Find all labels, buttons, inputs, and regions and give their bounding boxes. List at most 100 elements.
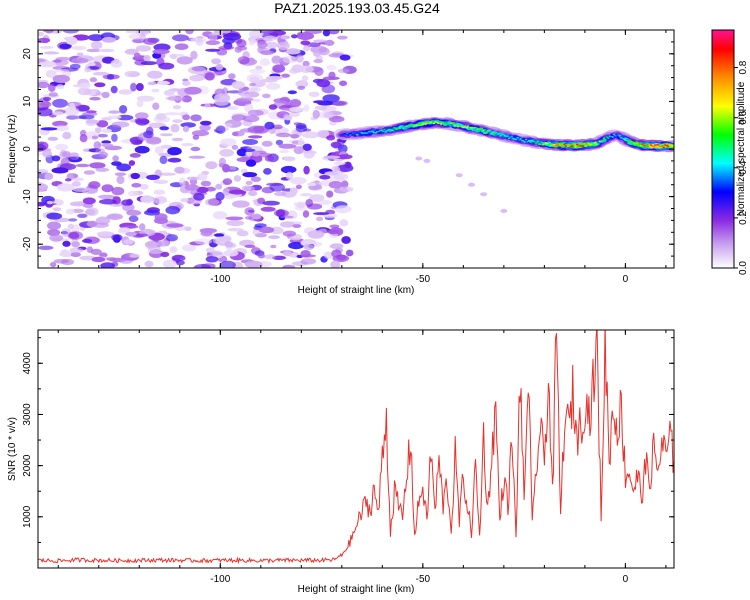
noise-blob	[336, 254, 347, 261]
noise-blob	[169, 246, 178, 254]
noise-blob	[176, 56, 193, 65]
noise-blob	[99, 198, 117, 205]
noise-blob	[68, 218, 78, 222]
noise-blob	[264, 155, 274, 162]
noise-blob	[341, 236, 351, 244]
ridge-cell	[607, 137, 610, 139]
noise-blob	[272, 64, 286, 73]
noise-blob	[193, 192, 205, 201]
noise-blob	[326, 135, 336, 141]
noise-blob	[38, 183, 48, 192]
noise-blob	[323, 111, 335, 119]
y-tick-label: 2000	[22, 454, 33, 477]
ridge-cell	[583, 143, 586, 145]
noise-blob	[95, 91, 102, 96]
noise-blob	[99, 252, 108, 258]
snr-y-label: SNR (10 * v/v)	[7, 417, 18, 481]
noise-blob	[308, 91, 320, 98]
noise-blob	[283, 114, 291, 121]
noise-blob	[218, 45, 235, 50]
noise-blob	[96, 231, 114, 237]
noise-blob	[116, 163, 132, 172]
noise-blob	[121, 199, 133, 206]
noise-blob	[40, 127, 58, 131]
noise-blob	[302, 210, 310, 218]
noise-blob	[81, 238, 93, 243]
colorbar-tick-label: 0.8	[738, 60, 749, 74]
noise-blob	[282, 55, 298, 64]
noise-blob	[205, 40, 220, 46]
x-tick-label: 0	[623, 274, 629, 285]
noise-blob	[42, 149, 52, 158]
ridge-cell	[391, 129, 395, 131]
spectrogram-y-ticks: -20 -10 0 10 20	[22, 29, 674, 269]
noise-blob	[327, 30, 340, 35]
noise-blob	[89, 96, 101, 101]
noise-blob	[339, 186, 354, 193]
noise-blob	[136, 83, 144, 91]
noise-blob	[326, 64, 337, 71]
ridge-cell	[384, 131, 388, 133]
ridge-cell	[401, 125, 405, 127]
ridge-cell	[506, 135, 510, 137]
noise-blob	[312, 50, 322, 57]
noise-blob	[110, 85, 118, 94]
noise-blob	[44, 172, 54, 181]
noise-blob	[47, 229, 61, 236]
noise-blob	[172, 105, 182, 110]
noise-blob	[213, 211, 228, 220]
noise-blob	[280, 35, 291, 40]
noise-blob	[38, 143, 47, 152]
noise-blob	[185, 30, 194, 35]
noise-blob	[38, 31, 45, 37]
noise-blob	[186, 176, 200, 181]
noise-blob	[182, 80, 191, 86]
noise-blob	[48, 83, 56, 92]
noise-blob	[190, 50, 198, 60]
noise-blob	[337, 154, 353, 160]
noise-blob	[129, 153, 141, 158]
noise-blob	[94, 127, 102, 133]
noise-blob	[244, 207, 255, 216]
noise-blob	[153, 179, 169, 184]
noise-blob	[237, 56, 250, 65]
colorbar-bar	[711, 29, 735, 269]
ridge-cell	[408, 124, 412, 127]
noise-blob	[199, 228, 217, 234]
ridge-cell	[356, 133, 359, 136]
colorbar-label: Normalized spectral amplitude	[736, 81, 747, 216]
noise-blob	[300, 258, 317, 265]
noise-blob	[75, 163, 90, 168]
noise-blob	[39, 45, 54, 49]
noise-blob	[38, 81, 50, 89]
noise-blob	[157, 80, 170, 86]
noise-blob	[313, 39, 328, 43]
colorbar-tick-label: 0.4	[738, 160, 749, 174]
noise-blob	[270, 244, 277, 249]
noise-blob	[340, 180, 349, 189]
noise-blob	[303, 244, 315, 250]
noise-blob	[146, 136, 162, 144]
noise-blob	[196, 186, 209, 194]
noise-blob	[77, 213, 88, 218]
ridge-cell	[367, 130, 371, 133]
noise-blob	[345, 249, 354, 257]
noise-blob	[243, 115, 260, 123]
noise-blob	[81, 188, 99, 195]
noise-blob	[277, 41, 290, 51]
ridge-cell	[488, 130, 491, 133]
noise-blob	[140, 195, 154, 204]
noise-blob	[147, 249, 164, 254]
ridge-cell	[533, 141, 536, 143]
noise-blob	[61, 150, 71, 158]
noise-blob	[46, 200, 54, 205]
noise-blob	[226, 106, 239, 110]
noise-blob	[51, 167, 69, 174]
ridge-cell	[645, 145, 648, 148]
noise-blob	[38, 245, 54, 250]
noise-blob	[143, 37, 158, 45]
ridge-cell	[554, 145, 558, 147]
noise-blob	[315, 105, 328, 111]
noise-blob	[280, 165, 297, 174]
noise-blob	[227, 227, 244, 232]
